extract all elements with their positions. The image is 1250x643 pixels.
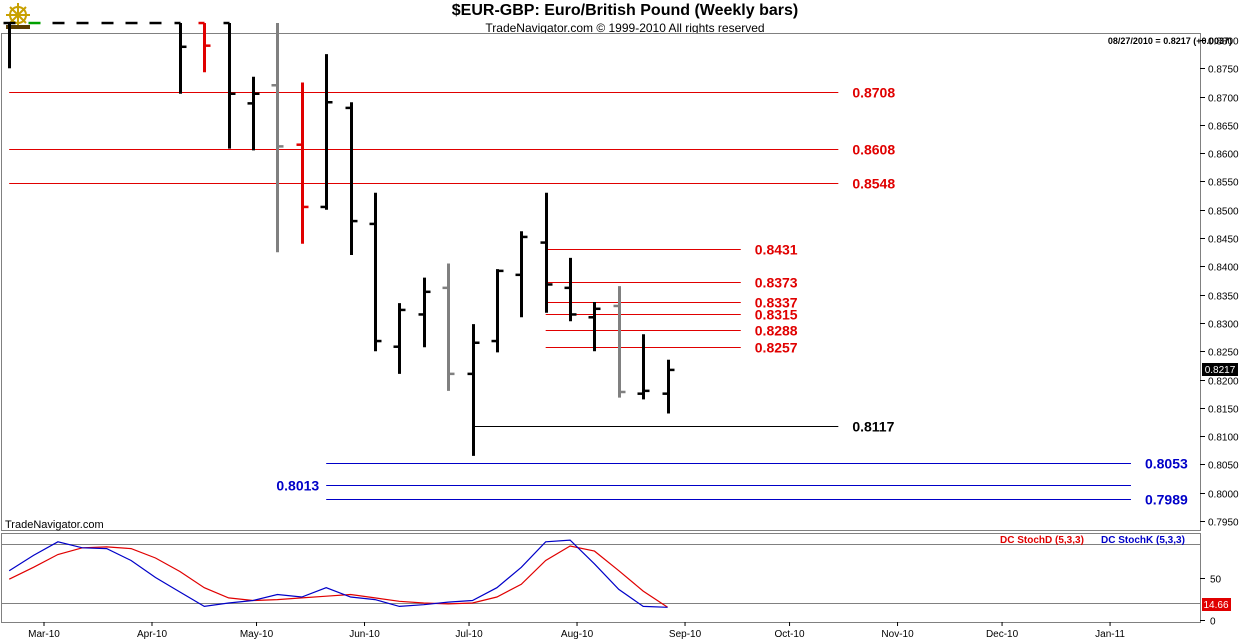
x-tick-label-2: May-10 [240,629,274,640]
x-tick-label-4: Jul-10 [455,629,483,640]
ohlc-bar-9 [223,21,236,149]
x-tick-label-8: Nov-10 [881,629,914,640]
price-tick-label-4: 0.8600 [1208,150,1239,161]
stoch-tick-label-0: 50 [1210,575,1222,586]
price-tick-label-3: 0.8650 [1208,122,1239,133]
price-tick-label-5: 0.8550 [1208,178,1239,189]
watermark: TradeNavigator.com [5,519,104,531]
price-tick-label-11: 0.8250 [1208,348,1239,359]
x-tick-label-10: Jan-11 [1095,629,1125,640]
price-tick-label-8: 0.8400 [1208,263,1239,274]
ohlc-bar-20 [491,269,504,353]
copyright-notice: TradeNavigator.com © 1999-2010 All right… [485,21,765,35]
level-label-0: 0.8708 [852,85,895,101]
price-tick-label-1: 0.8750 [1208,65,1239,76]
x-tick-label-7: Oct-10 [775,629,805,640]
ohlc-bar-27 [662,359,675,414]
level-label-8: 0.8257 [755,340,798,356]
price-tick-label-14: 0.8100 [1208,433,1239,444]
price-tick-label-15: 0.8050 [1208,461,1239,472]
ohlc-bar-10 [247,76,260,151]
level-label-5: 0.8337 [755,295,798,311]
level-label-2: 0.8548 [852,176,895,192]
price-tick-label-2: 0.8700 [1208,94,1239,105]
ohlc-bar-14 [345,102,358,256]
stoch-value-badge: 14.66 [1203,600,1228,611]
ohlc-bar-11 [271,23,284,253]
level-label-6: 0.8315 [755,307,798,323]
price-tick-label-16: 0.8000 [1208,490,1239,501]
ohlc-bar-22 [540,192,553,313]
ohlc-bar-13 [320,54,333,210]
last-quote: 08/27/2010 = 0.8217 (+0.0037) [1108,36,1232,46]
ohlc-bar-15 [369,192,382,352]
ship-wheel-icon [6,3,30,29]
price-tick-label-0: 0.8800 [1208,37,1239,48]
price-tick-label-17: 0.7950 [1208,518,1239,529]
level-label-4: 0.8373 [755,275,798,291]
level-label-9: 0.8117 [852,419,894,435]
ohlc-bar-23 [564,257,577,322]
x-tick-label-6: Sep-10 [669,629,702,640]
price-tick-label-13: 0.8150 [1208,405,1239,416]
ohlc-bar-17 [418,277,431,348]
ohlc-bar-12 [296,82,309,244]
ohlc-bar-26 [637,334,650,400]
stoch-series-0 [8,545,668,608]
price-tick-label-10: 0.8300 [1208,320,1239,331]
level-label-12: 0.7989 [1145,492,1188,508]
x-tick-label-9: Dec-10 [986,629,1019,640]
level-label-3: 0.8431 [755,242,798,258]
price-badge-bg [1202,363,1238,376]
legend-stoch-d: DC StochD (5,3,3) [1000,535,1084,546]
ohlc-bar-7 [174,21,187,94]
price-tick-label-6: 0.8500 [1208,207,1239,218]
stoch-badge-bg [1202,598,1231,611]
ohlc-bar-19 [467,324,480,456]
ohlc-bar-16 [393,303,406,374]
x-tick-label-3: Jun-10 [349,629,380,640]
price-tick-label-7: 0.8450 [1208,235,1239,246]
stochastic-panel [1,533,1201,623]
level-label-1: 0.8608 [852,142,895,158]
ohlc-bar-25 [613,286,626,398]
level-label-10: 0.8053 [1145,456,1188,472]
ohlc-bar-21 [515,231,528,318]
x-tick-label-5: Aug-10 [561,629,594,640]
level-label-11: 0.8013 [276,478,319,494]
ohlc-bar-24 [588,302,601,352]
price-badge: 0.8217 [1205,365,1236,376]
legend-stoch-k: DC StochK (5,3,3) [1101,535,1185,546]
ohlc-bar-8 [198,21,211,73]
x-tick-label-0: Mar-10 [28,629,60,640]
chart-title: $EUR-GBP: Euro/British Pound (Weekly bar… [451,2,799,19]
price-tick-label-9: 0.8350 [1208,292,1239,303]
level-label-7: 0.8288 [755,323,798,339]
x-tick-label-1: Apr-10 [137,629,167,640]
stoch-series-1 [8,539,668,608]
price-tick-label-12: 0.8200 [1208,377,1239,388]
ohlc-bar-18 [442,263,455,391]
stoch-tick-label-1: 0 [1210,617,1216,628]
ohlc-bar-0 [3,21,16,69]
